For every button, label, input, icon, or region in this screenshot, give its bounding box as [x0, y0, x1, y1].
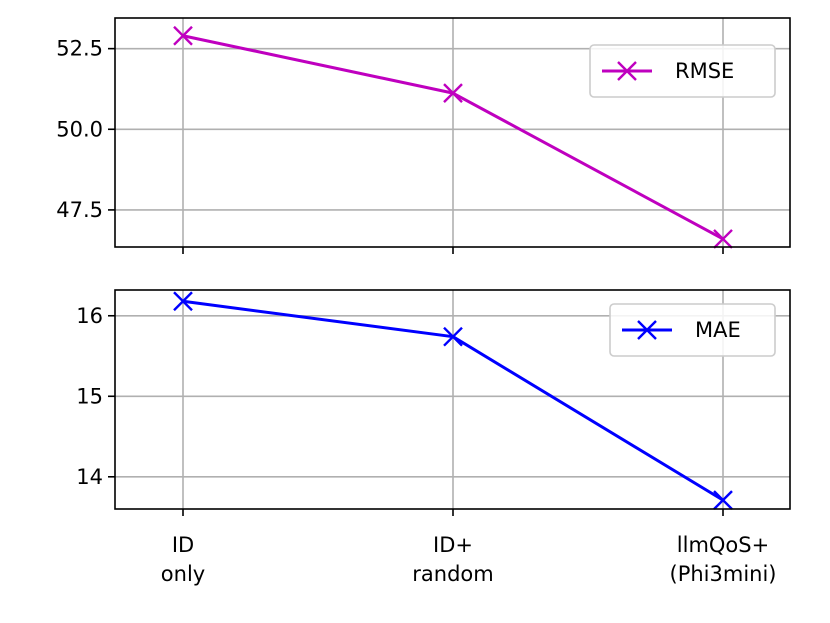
x-tick-labels: ID only ID+ random llmQoS+ (Phi3mini)	[161, 533, 777, 586]
legend: MAE	[609, 303, 776, 357]
legend: RMSE	[589, 44, 776, 98]
panel-2: 14 15 16 MAE	[76, 289, 791, 516]
y-tick-label: 15	[76, 384, 103, 408]
data-point	[713, 229, 733, 249]
data-point	[443, 326, 463, 347]
legend-label: RMSE	[675, 59, 734, 83]
legend-label: MAE	[695, 318, 741, 342]
axes-frame	[114, 289, 791, 510]
x-tick-label: ID	[172, 533, 194, 557]
data-point	[443, 83, 463, 103]
data-point	[173, 25, 193, 46]
y-tick-label: 14	[76, 465, 103, 489]
x-tick-label: (Phi3mini)	[670, 562, 777, 586]
data-point	[713, 490, 733, 510]
axes-frame	[114, 17, 791, 248]
x-tick-label: llmQoS+	[677, 533, 769, 557]
panel-1: 47.5 50.0 52.5 RMSE	[56, 17, 791, 254]
y-tick-label: 16	[76, 304, 103, 328]
legend-box	[609, 303, 776, 357]
x-tick-label: only	[161, 562, 205, 586]
data-point	[173, 291, 193, 312]
x-tick-label: ID+	[433, 533, 473, 557]
legend-marker	[637, 320, 657, 340]
y-tick-label: 52.5	[56, 37, 103, 61]
legend-box	[589, 44, 776, 98]
y-tick-label: 50.0	[56, 117, 103, 141]
y-tick-label: 47.5	[56, 198, 103, 222]
x-tick-label: random	[412, 562, 493, 586]
legend-marker	[617, 61, 637, 81]
